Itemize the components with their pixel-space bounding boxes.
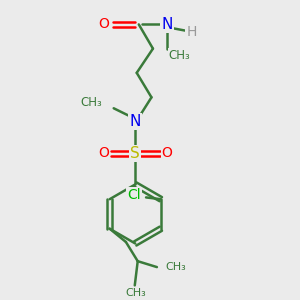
Text: N: N [130, 114, 141, 129]
Text: Cl: Cl [128, 188, 141, 202]
Text: CH₃: CH₃ [80, 96, 102, 109]
Text: CH₃: CH₃ [126, 288, 147, 298]
Text: O: O [162, 146, 172, 161]
Text: CH₃: CH₃ [165, 262, 186, 272]
Text: H: H [186, 26, 196, 39]
Text: S: S [130, 146, 140, 161]
Text: O: O [98, 146, 109, 161]
Text: N: N [161, 17, 173, 32]
Text: O: O [98, 17, 109, 32]
Text: CH₃: CH₃ [169, 49, 190, 62]
